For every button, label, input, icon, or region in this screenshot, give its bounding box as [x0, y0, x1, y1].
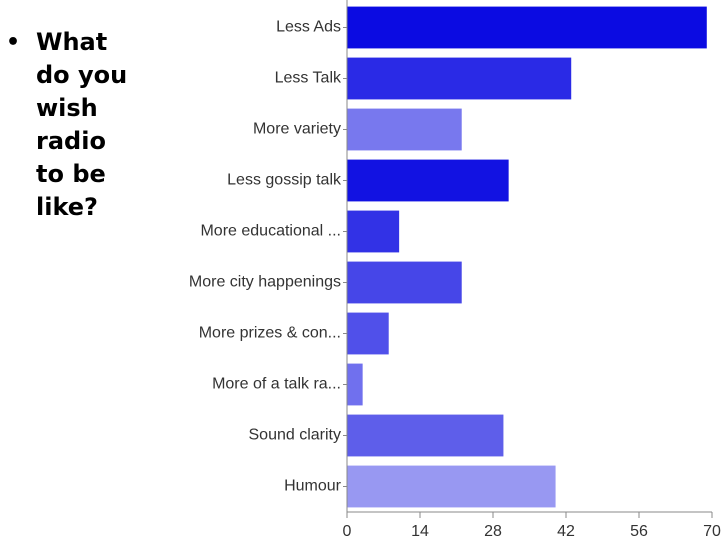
y-tick-label: More prizes & con...: [199, 325, 341, 342]
y-tick-label: Sound clarity: [249, 427, 342, 444]
y-tick-label: More educational ...: [200, 223, 341, 240]
x-tick-label: 28: [484, 523, 502, 540]
x-tick-label: 0: [343, 523, 352, 540]
bar: [347, 210, 400, 253]
bar: [347, 159, 509, 202]
bar: [347, 465, 556, 508]
bar: [347, 108, 462, 151]
y-tick-label: Less Talk: [275, 70, 342, 87]
x-tick-label: 14: [411, 523, 429, 540]
y-tick-label: Less gossip talk: [227, 172, 342, 189]
x-tick-label: 42: [557, 523, 575, 540]
x-tick-label: 56: [630, 523, 648, 540]
bar: [347, 363, 363, 406]
bar: [347, 414, 504, 457]
bar: [347, 312, 389, 355]
y-tick-label: More variety: [253, 121, 341, 138]
y-tick-label: More of a talk ra...: [212, 376, 341, 393]
bullet-point: • What do you wish radio to be like?: [6, 26, 127, 224]
bar: [347, 261, 462, 304]
bar: [347, 57, 572, 100]
bullet-marker: •: [6, 30, 21, 55]
y-tick-label: Humour: [284, 478, 342, 495]
bullet-text: What do you wish radio to be like?: [36, 28, 128, 221]
x-tick-label: 70: [703, 523, 721, 540]
bar: [347, 6, 707, 49]
y-tick-label: Less Ads: [276, 19, 341, 36]
y-tick-label: More city happenings: [189, 274, 341, 291]
